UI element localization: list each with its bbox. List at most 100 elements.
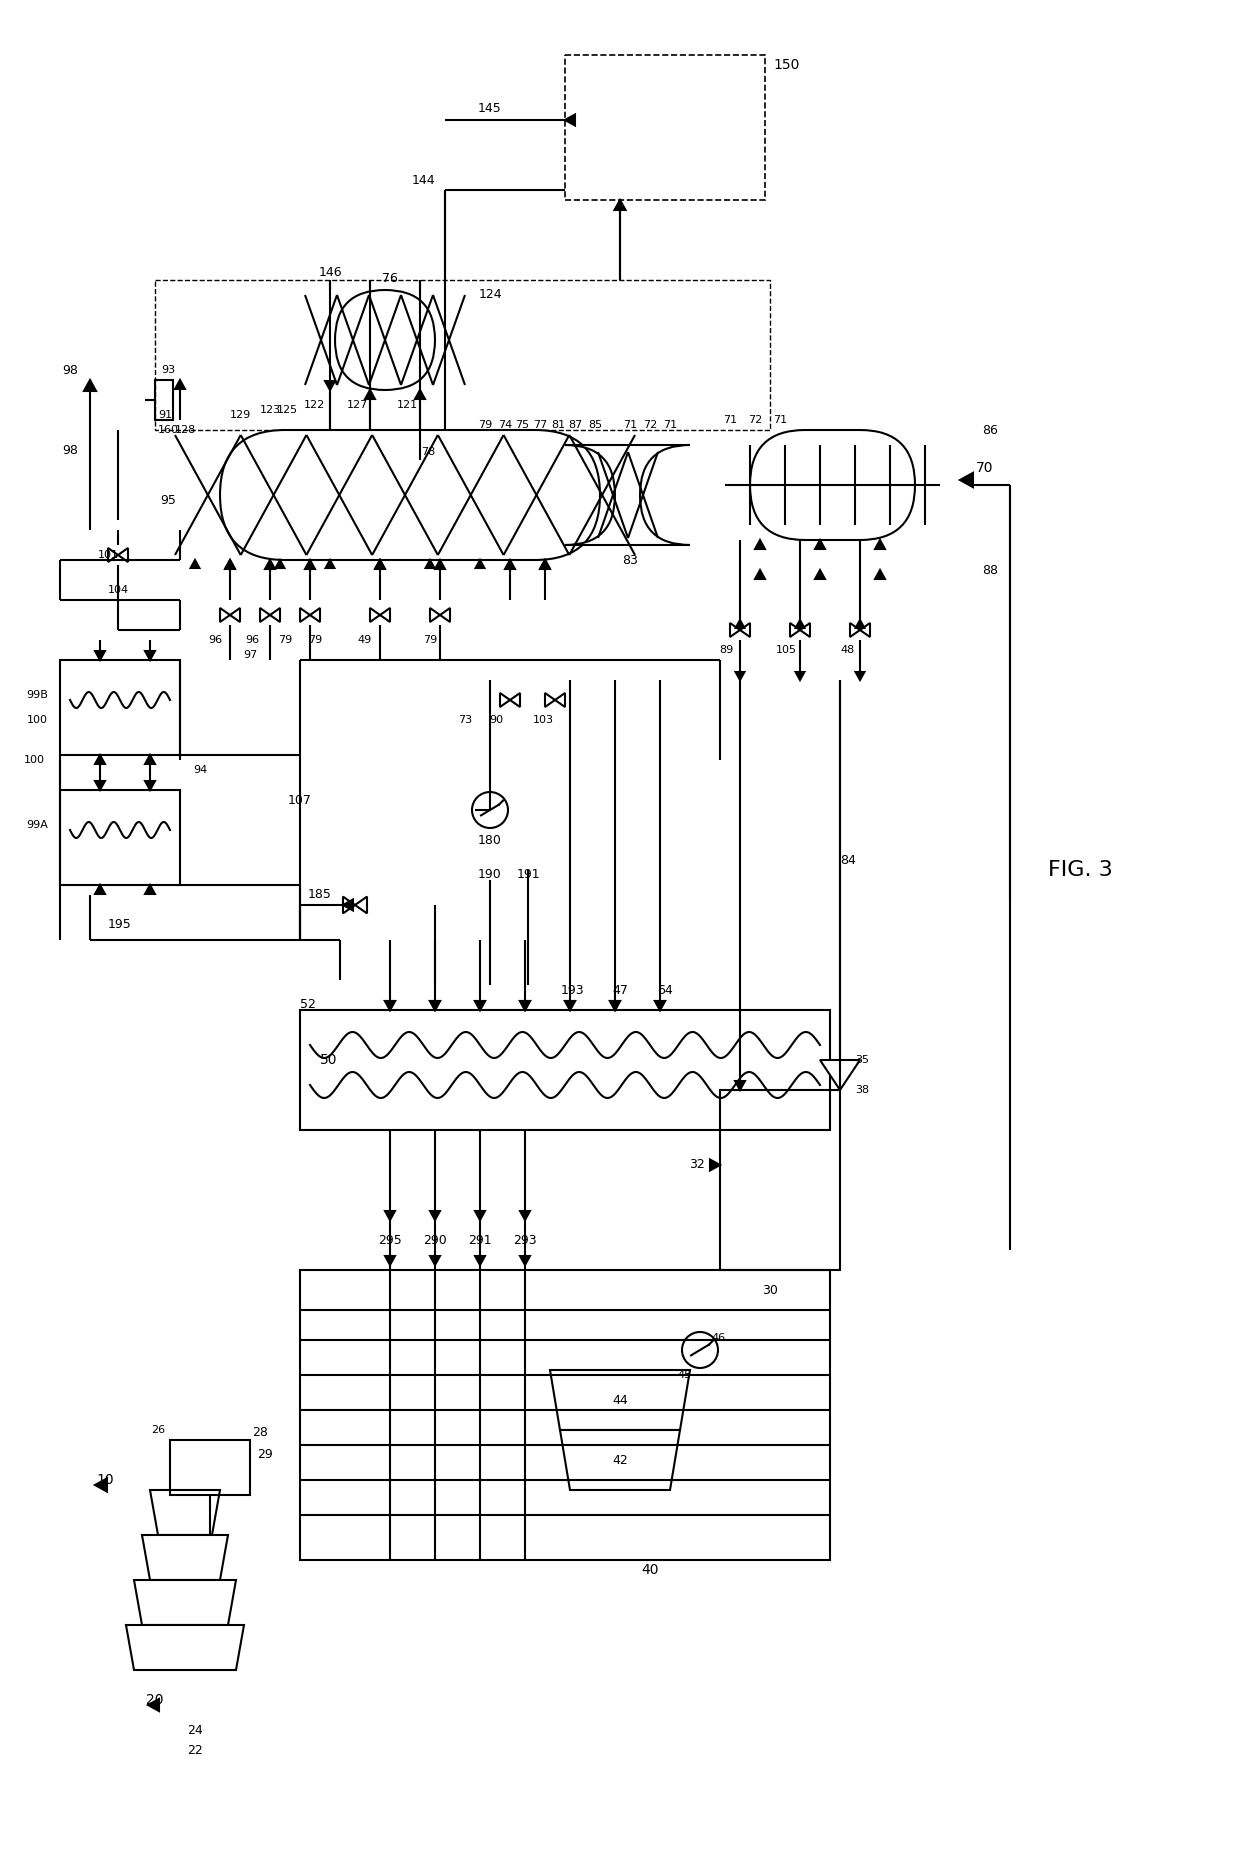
Polygon shape bbox=[430, 1000, 440, 1009]
Polygon shape bbox=[143, 1535, 228, 1580]
Text: 64: 64 bbox=[657, 983, 673, 996]
Polygon shape bbox=[800, 622, 810, 637]
Polygon shape bbox=[265, 559, 275, 569]
Text: 52: 52 bbox=[300, 998, 316, 1011]
Text: 49: 49 bbox=[358, 635, 372, 644]
Text: 77: 77 bbox=[533, 420, 547, 430]
Polygon shape bbox=[475, 1000, 485, 1009]
Text: 195: 195 bbox=[108, 919, 131, 932]
Polygon shape bbox=[861, 622, 870, 637]
Polygon shape bbox=[305, 559, 315, 569]
Polygon shape bbox=[148, 1698, 159, 1711]
Text: 78: 78 bbox=[420, 446, 435, 457]
Polygon shape bbox=[440, 607, 450, 622]
Text: 91: 91 bbox=[157, 409, 172, 420]
Polygon shape bbox=[796, 620, 805, 628]
Bar bbox=[60, 659, 180, 756]
Text: 129: 129 bbox=[229, 409, 250, 420]
Polygon shape bbox=[95, 1478, 107, 1491]
Polygon shape bbox=[300, 607, 310, 622]
Polygon shape bbox=[960, 472, 973, 487]
Polygon shape bbox=[565, 115, 575, 126]
Text: 150: 150 bbox=[773, 57, 800, 72]
Polygon shape bbox=[386, 1256, 396, 1265]
Polygon shape bbox=[95, 756, 105, 765]
Polygon shape bbox=[145, 756, 155, 765]
Polygon shape bbox=[226, 559, 234, 569]
Text: 87: 87 bbox=[568, 420, 582, 430]
Text: 79: 79 bbox=[308, 635, 322, 644]
Text: 123: 123 bbox=[259, 406, 280, 415]
Text: 79: 79 bbox=[278, 635, 293, 644]
Polygon shape bbox=[655, 1000, 665, 1009]
Text: 89: 89 bbox=[719, 644, 733, 656]
Text: 79: 79 bbox=[423, 635, 438, 644]
Polygon shape bbox=[546, 693, 556, 707]
Text: 46: 46 bbox=[711, 1333, 725, 1343]
Circle shape bbox=[682, 1332, 718, 1369]
FancyBboxPatch shape bbox=[565, 444, 689, 544]
Polygon shape bbox=[84, 380, 95, 391]
Text: 96: 96 bbox=[208, 635, 222, 644]
Polygon shape bbox=[505, 559, 515, 569]
Polygon shape bbox=[370, 607, 379, 622]
Text: 30: 30 bbox=[763, 1283, 777, 1296]
Polygon shape bbox=[856, 620, 864, 628]
Polygon shape bbox=[556, 693, 565, 707]
Polygon shape bbox=[610, 1000, 620, 1009]
Polygon shape bbox=[224, 559, 234, 569]
Text: 48: 48 bbox=[841, 644, 856, 656]
Polygon shape bbox=[150, 1491, 219, 1535]
Polygon shape bbox=[476, 559, 485, 569]
Bar bbox=[170, 1441, 250, 1495]
Text: 145: 145 bbox=[479, 102, 502, 115]
Polygon shape bbox=[95, 885, 105, 895]
Text: 98: 98 bbox=[62, 363, 78, 376]
Text: 103: 103 bbox=[532, 715, 553, 724]
Text: 50: 50 bbox=[320, 1054, 337, 1067]
Text: 72: 72 bbox=[748, 415, 763, 424]
Polygon shape bbox=[191, 559, 200, 569]
Polygon shape bbox=[475, 1256, 485, 1265]
Polygon shape bbox=[343, 896, 355, 913]
Polygon shape bbox=[365, 391, 374, 398]
Polygon shape bbox=[108, 548, 118, 561]
Polygon shape bbox=[219, 607, 229, 622]
Text: 44: 44 bbox=[613, 1393, 627, 1406]
Text: 40: 40 bbox=[641, 1563, 658, 1578]
Polygon shape bbox=[510, 693, 520, 707]
Text: 99A: 99A bbox=[26, 820, 48, 830]
Polygon shape bbox=[145, 782, 155, 791]
Polygon shape bbox=[520, 1000, 529, 1009]
Text: 290: 290 bbox=[423, 1233, 446, 1246]
Polygon shape bbox=[134, 1580, 236, 1624]
Polygon shape bbox=[325, 382, 335, 391]
Polygon shape bbox=[796, 672, 805, 680]
Polygon shape bbox=[229, 607, 241, 622]
Polygon shape bbox=[275, 559, 284, 569]
Polygon shape bbox=[430, 1000, 440, 1009]
Polygon shape bbox=[520, 1211, 529, 1220]
Text: 73: 73 bbox=[458, 715, 472, 724]
Text: 96: 96 bbox=[246, 635, 259, 644]
Circle shape bbox=[472, 793, 508, 828]
Polygon shape bbox=[175, 380, 185, 389]
Text: 88: 88 bbox=[982, 563, 998, 576]
Polygon shape bbox=[565, 1000, 575, 1009]
Text: 107: 107 bbox=[288, 793, 312, 806]
Text: 71: 71 bbox=[773, 415, 787, 424]
Polygon shape bbox=[755, 541, 765, 548]
FancyBboxPatch shape bbox=[335, 291, 435, 391]
Polygon shape bbox=[95, 782, 105, 791]
Polygon shape bbox=[735, 620, 744, 628]
Text: 93: 93 bbox=[161, 365, 175, 374]
Polygon shape bbox=[376, 559, 384, 569]
Text: 29: 29 bbox=[257, 1448, 273, 1461]
Text: 193: 193 bbox=[560, 983, 584, 996]
Text: 99B: 99B bbox=[26, 691, 48, 700]
Polygon shape bbox=[815, 570, 825, 580]
Polygon shape bbox=[551, 1370, 689, 1430]
Text: 100: 100 bbox=[27, 715, 48, 724]
Text: 71: 71 bbox=[622, 420, 637, 430]
Text: 71: 71 bbox=[723, 415, 737, 424]
